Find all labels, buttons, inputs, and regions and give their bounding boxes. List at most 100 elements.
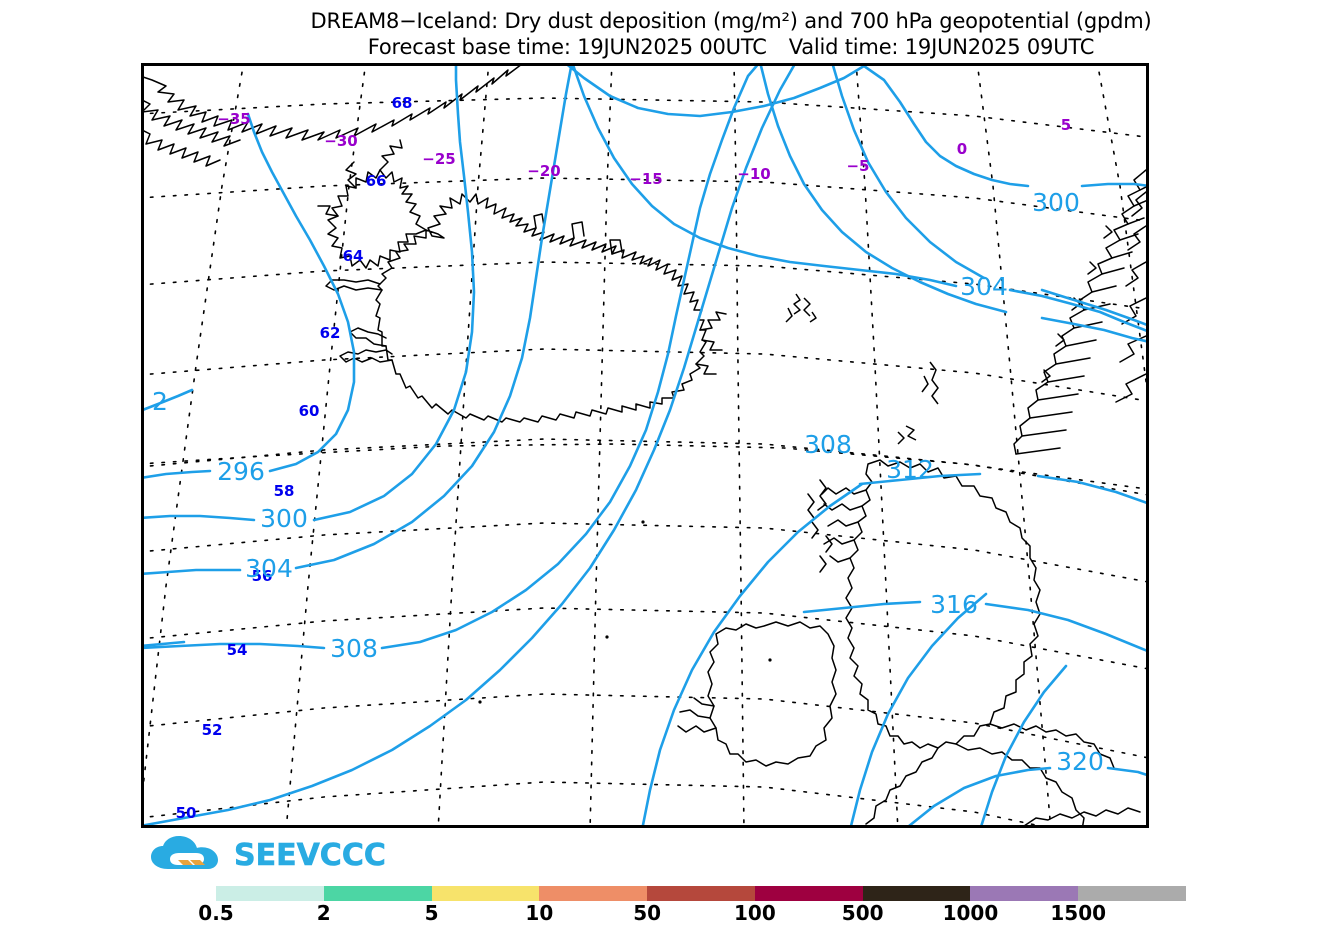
contour-312-left	[144, 66, 796, 825]
contour-316-left	[144, 640, 186, 647]
colorbar-tick-label: 500	[841, 901, 884, 925]
contour-320-main-b	[1106, 766, 1146, 777]
graticule-meridians	[144, 66, 1146, 825]
coastline-islets	[478, 520, 772, 704]
colorbar-segment	[970, 886, 1079, 901]
contour-316-arc	[641, 482, 864, 825]
latitude-labels: 68 66 64 62 60 58 56 54 52 50	[176, 94, 413, 822]
svg-text:62: 62	[320, 324, 341, 342]
svg-text:−25: −25	[422, 150, 455, 168]
svg-text:2: 2	[152, 387, 168, 416]
colorbar-segment	[1078, 886, 1187, 901]
svg-text:−15: −15	[629, 170, 662, 188]
contour-300-left-b	[312, 66, 476, 522]
contour-316-main	[802, 600, 922, 614]
colorbar-segment	[216, 886, 324, 901]
svg-text:−5: −5	[846, 157, 869, 175]
svg-text:54: 54	[227, 641, 248, 659]
colorbar-tick-label: 100	[734, 901, 776, 925]
colorbar-segment	[862, 886, 971, 901]
forecast-base-time: Forecast base time: 19JUN2025 00UTC	[367, 35, 767, 59]
colorbar[interactable]: 0.5 2 5 10 50 100 500 1000 1500	[198, 886, 1187, 925]
valid-time: Valid time: 19JUN2025 09UTC	[788, 35, 1095, 59]
map-plot-area[interactable]: 68 66 64 62 60 58 56 54 52 50 −35 −30 −2…	[141, 63, 1149, 828]
svg-text:308: 308	[804, 430, 852, 459]
svg-text:58: 58	[274, 482, 295, 500]
contour-308-right	[759, 66, 1008, 314]
contour-304-left	[144, 568, 242, 576]
title-line-2: Forecast base time: 19JUN2025 00UTC Valid…	[141, 34, 1321, 60]
colorbar-segment	[754, 886, 863, 901]
longitude-labels: −35 −30 −25 −20 −15 −10 −5 0 5	[217, 110, 1071, 188]
contour-316-main-b	[984, 602, 1146, 652]
contour-300-right	[862, 66, 1030, 188]
contour-324-arc	[980, 664, 1068, 825]
colorbar-tick-label: 50	[633, 901, 662, 925]
colorbar-tick-labels: 0.5 2 5 10 50 100 500 1000 1500	[198, 901, 1186, 925]
svg-text:56: 56	[252, 567, 273, 585]
contour-300-north	[566, 66, 866, 118]
contour-292	[144, 388, 194, 411]
contour-300-left	[144, 514, 256, 522]
seevccc-logo[interactable]: SEEVCCC	[148, 836, 386, 876]
contour-304-right	[572, 66, 958, 288]
contour-312-right	[831, 66, 986, 280]
coastline-faroe-islands	[785, 293, 817, 323]
svg-text:308: 308	[330, 634, 378, 663]
colorbar-segment	[323, 886, 432, 901]
colorbar-segment	[539, 886, 648, 901]
title-line-1: DREAM8−Iceland: Dry dust deposition (mg/…	[310, 9, 1152, 33]
colorbar-segment	[431, 886, 540, 901]
contour-300-right-b	[1080, 182, 1146, 188]
svg-text:66: 66	[366, 172, 387, 190]
svg-text:312: 312	[886, 455, 934, 484]
svg-text:−20: −20	[527, 162, 560, 180]
contour-312-right-b	[1040, 288, 1146, 326]
svg-text:316: 316	[930, 590, 978, 619]
svg-text:−30: −30	[324, 132, 357, 150]
colorbar-tick-label: 1000	[942, 901, 999, 925]
cloud-icon	[151, 836, 218, 869]
colorbar-tick-label: 2	[316, 901, 331, 925]
svg-text:60: 60	[299, 402, 320, 420]
coastline-shetland-orkney	[897, 361, 939, 445]
colorbar-tick-label: 0.5	[198, 901, 234, 925]
svg-text:320: 320	[1056, 747, 1104, 776]
contour-308-right-b	[1040, 316, 1146, 343]
contour-320-arc	[849, 592, 988, 825]
svg-text:300: 300	[1032, 188, 1080, 217]
contour-312-scot-b	[1036, 474, 1146, 504]
svg-text:0: 0	[957, 140, 967, 158]
colorbar-segment	[647, 886, 755, 901]
graticule-parallels	[144, 97, 1146, 825]
svg-text:304: 304	[245, 554, 293, 583]
svg-text:304: 304	[960, 272, 1008, 301]
page-title: DREAM8−Iceland: Dry dust deposition (mg/…	[141, 8, 1321, 60]
geopotential-contours	[144, 66, 1146, 825]
colorbar-tick-label: 5	[424, 901, 439, 925]
map-canvas: 68 66 64 62 60 58 56 54 52 50 −35 −30 −2…	[144, 66, 1146, 825]
svg-text:296: 296	[217, 457, 265, 486]
contour-312-scot	[858, 472, 982, 486]
contour-304-right-b	[1008, 288, 1146, 332]
svg-text:−10: −10	[737, 165, 770, 183]
logo-text: SEEVCCC	[234, 838, 386, 873]
contour-304-left-b	[294, 66, 573, 570]
svg-text:64: 64	[343, 247, 364, 265]
svg-text:52: 52	[202, 721, 223, 739]
contour-value-labels: 2 296 300 304 308 300 304 308 312 316 32…	[152, 188, 1104, 776]
contour-296	[144, 469, 212, 479]
contour-320-main	[908, 766, 1052, 825]
svg-text:300: 300	[260, 504, 308, 533]
svg-text:5: 5	[1061, 116, 1071, 134]
contour-308-left-b	[380, 66, 759, 650]
svg-text:68: 68	[392, 94, 413, 112]
svg-text:50: 50	[176, 804, 197, 822]
colorbar-tick-label: 1500	[1050, 901, 1107, 925]
contour-296b	[246, 112, 356, 473]
svg-text:−35: −35	[217, 110, 250, 128]
colorbar-strip[interactable]	[216, 886, 1187, 901]
coastline-norway	[1013, 169, 1146, 455]
colorbar-tick-label: 10	[525, 901, 554, 925]
contour-308-left	[144, 642, 326, 650]
